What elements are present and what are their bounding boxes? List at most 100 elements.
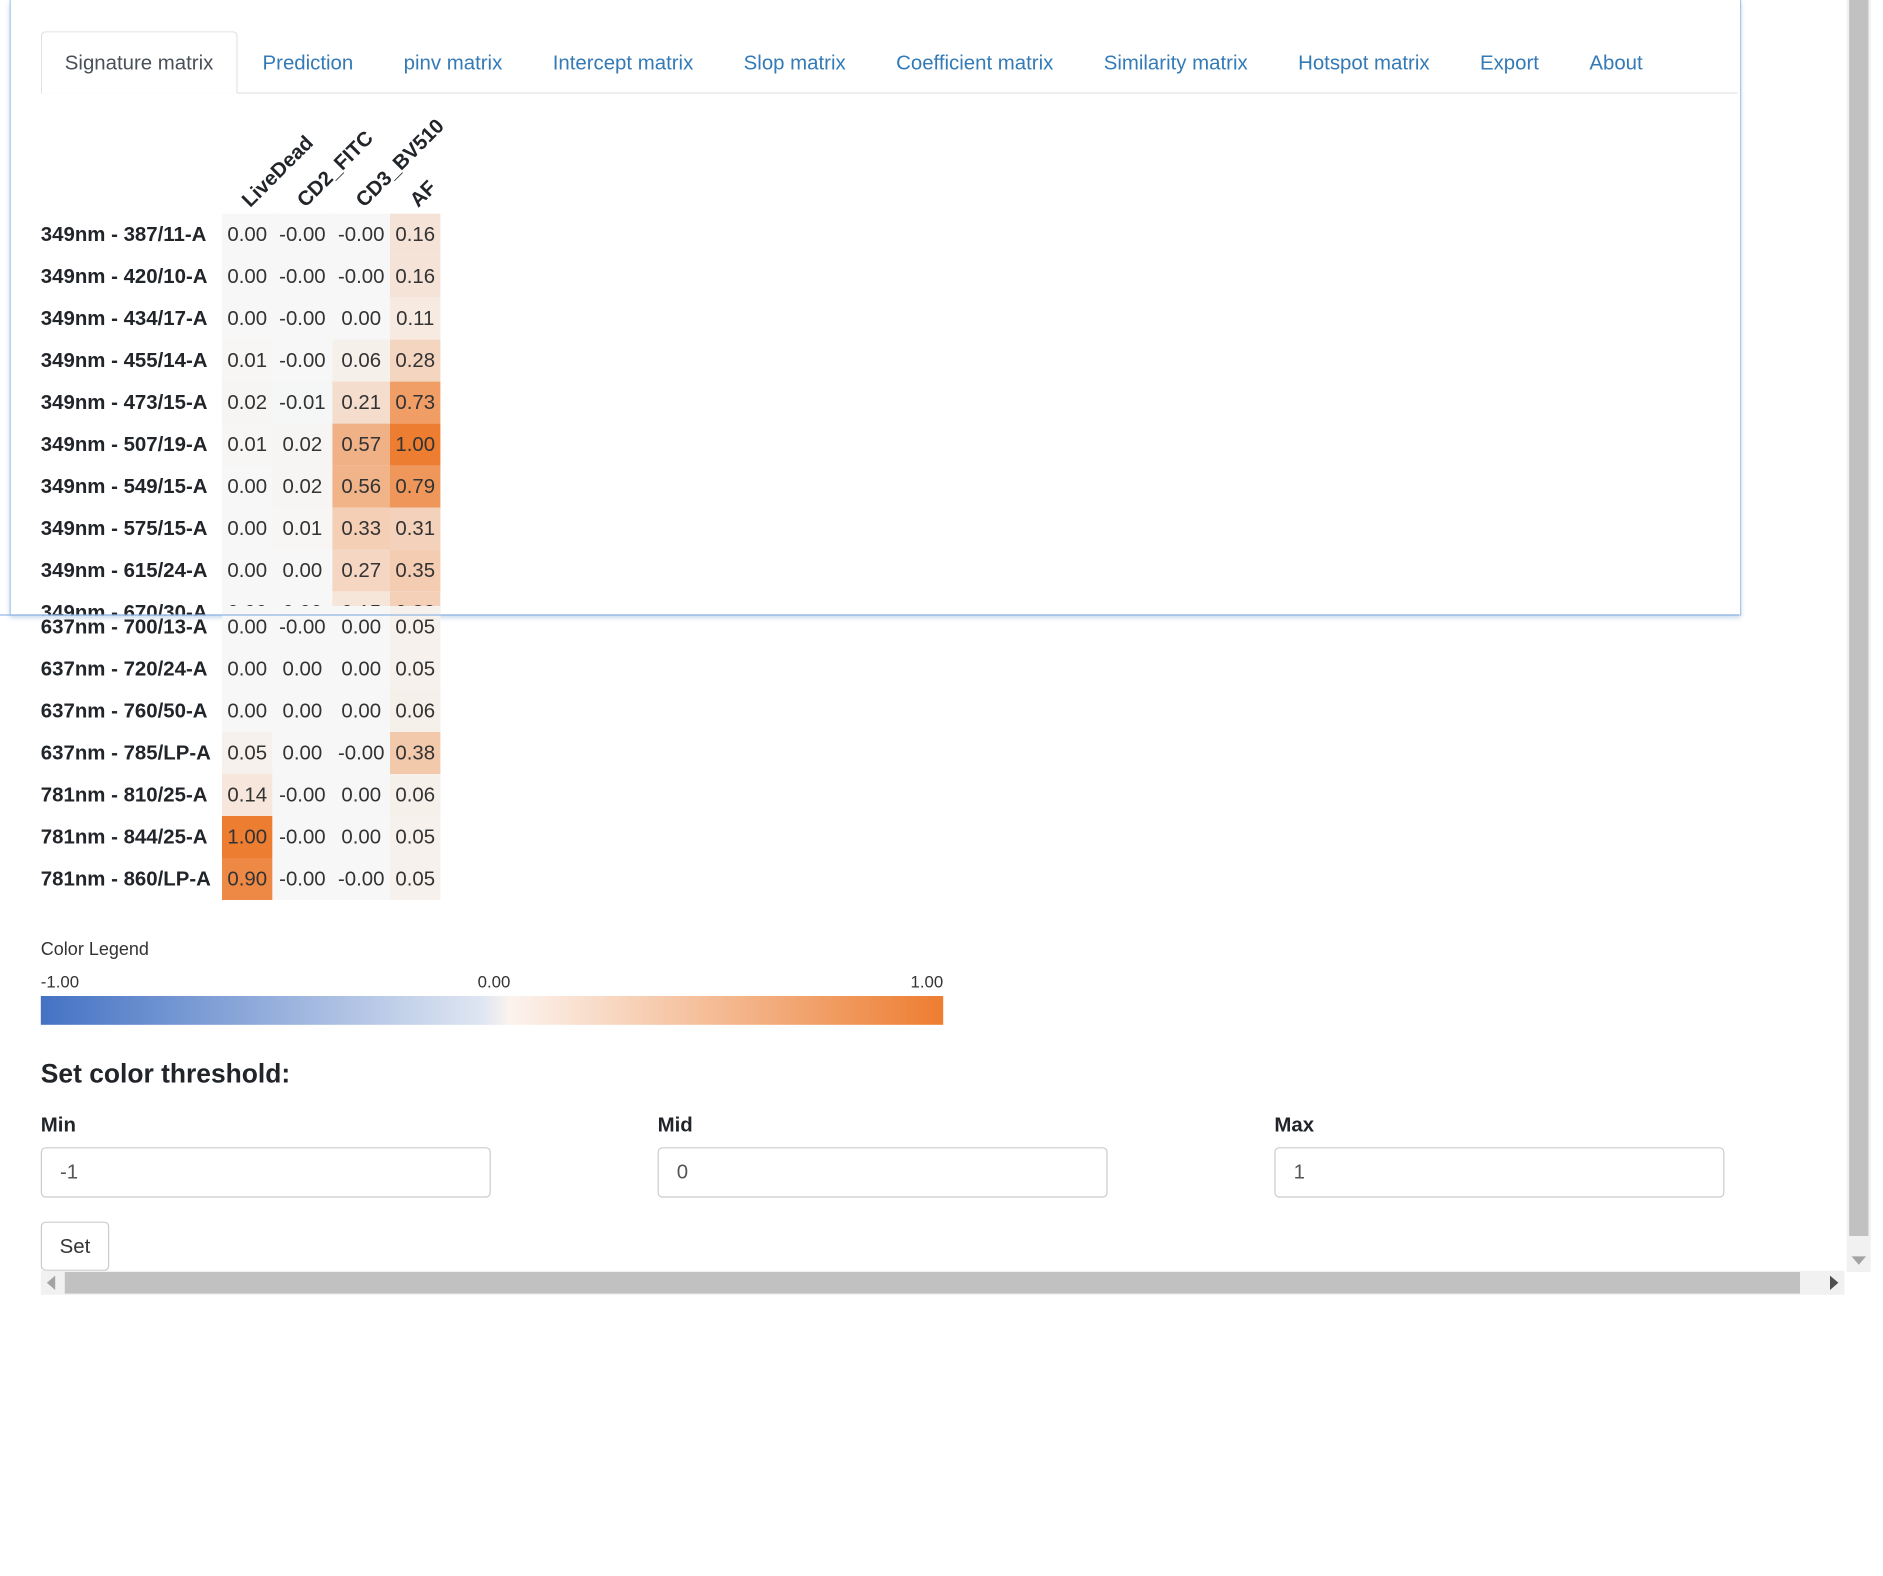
- matrix-cell: 0.02: [272, 465, 333, 508]
- matrix-cell: 0.57: [332, 423, 391, 466]
- matrix-row: 349nm - 507/19-A 0.01 0.02 0.57 1.00: [41, 423, 441, 466]
- tab-similarity-matrix[interactable]: Similarity matrix: [1103, 51, 1248, 75]
- matrix-cell: 0.33: [332, 507, 391, 550]
- row-label: 781nm - 810/25-A: [40, 783, 208, 806]
- vertical-scrollbar[interactable]: [1846, 0, 1871, 1272]
- scroll-down-icon[interactable]: [1851, 1256, 1867, 1265]
- signature-matrix: 349nm - 387/11-A 0.00 -0.00 -0.00 0.16 349nm …: [40, 213, 441, 901]
- row-label: 349nm - 420/10-A: [40, 264, 208, 288]
- matrix-cell: 0.31: [390, 507, 441, 550]
- popup-bottom-edge: [0, 614, 1739, 616]
- tab-bar: Signature matrix Prediction pinv matrix Int…: [40, 31, 1738, 94]
- matrix-cell: 0.79: [390, 465, 441, 508]
- matrix-cell: 0.00: [222, 465, 273, 508]
- legend-title: Color Legend: [40, 939, 149, 961]
- matrix-cell: 0.00: [272, 732, 333, 775]
- matrix-cell: -0.01: [272, 381, 333, 424]
- tab-prediction[interactable]: Prediction: [262, 51, 354, 75]
- matrix-cell: 0.02: [272, 423, 333, 466]
- color-legend-bar: [40, 996, 944, 1025]
- tab-signature-matrix[interactable]: Signature matrix: [40, 31, 238, 94]
- matrix-cell: 0.00: [272, 690, 333, 732]
- matrix-cell: 0.00: [332, 816, 391, 859]
- scroll-left-icon[interactable]: [46, 1275, 56, 1290]
- matrix-cell: 0.28: [390, 339, 441, 382]
- horizontal-scroll-thumb[interactable]: [64, 1272, 1801, 1294]
- max-input[interactable]: [1274, 1147, 1725, 1198]
- tab-intercept-matrix[interactable]: Intercept matrix: [552, 51, 694, 75]
- scroll-right-icon[interactable]: [1830, 1275, 1839, 1290]
- matrix-cell: 0.00: [272, 648, 333, 690]
- matrix-cell: 0.11: [390, 297, 441, 340]
- matrix-cell: -0.00: [272, 858, 333, 901]
- tab-export[interactable]: Export: [1479, 51, 1539, 75]
- row-label: 349nm - 615/24-A: [40, 558, 208, 582]
- matrix-cell: -0.00: [332, 213, 391, 256]
- matrix-cell: -0.00: [272, 213, 333, 256]
- matrix-cell: 0.00: [222, 648, 273, 690]
- matrix-cell: 0.27: [332, 549, 391, 592]
- matrix-cell: 0.38: [390, 732, 441, 775]
- matrix-row: 349nm - 615/24-A 0.00 0.00 0.27 0.35: [40, 549, 441, 592]
- matrix-cell: -0.00: [332, 858, 391, 901]
- matrix-cell: 0.06: [390, 690, 441, 732]
- matrix-row: 349nm - 549/15-A 0.00 0.02 0.56 0.79: [40, 465, 441, 508]
- row-label: 781nm - 860/LP-A: [40, 867, 211, 890]
- matrix-cell: 0.01: [222, 423, 273, 466]
- matrix-cell: 0.00: [222, 255, 273, 298]
- matrix-cell: 0.05: [390, 816, 441, 859]
- row-label: 349nm - 549/15-A: [40, 474, 208, 498]
- matrix-row: 349nm - 420/10-A 0.00 -0.00 -0.00 0.16: [40, 255, 441, 298]
- mid-label: Mid: [657, 1113, 693, 1137]
- matrix-cell: 0.06: [332, 339, 391, 382]
- matrix-cell: 0.00: [272, 549, 333, 592]
- tab-about[interactable]: About: [1589, 51, 1643, 75]
- matrix-cell: 0.00: [222, 213, 273, 256]
- matrix-cell: 0.01: [222, 339, 273, 382]
- matrix-cell: 0.00: [332, 606, 391, 648]
- mid-input[interactable]: [657, 1147, 1108, 1198]
- legend-max-tick: 1.00: [910, 972, 944, 992]
- matrix-cell: 0.00: [222, 297, 273, 340]
- matrix-cell: -0.00: [272, 255, 333, 298]
- matrix-cell: 0.05: [390, 648, 441, 690]
- horizontal-scrollbar[interactable]: [40, 1270, 1845, 1295]
- tab-pinv-matrix[interactable]: pinv matrix: [403, 51, 503, 75]
- min-input[interactable]: [40, 1147, 491, 1198]
- matrix-cell: 0.00: [222, 690, 273, 732]
- vertical-scroll-thumb[interactable]: [1849, 0, 1869, 1236]
- matrix-cell: 0.05: [390, 858, 441, 901]
- tab-hotspot-matrix[interactable]: Hotspot matrix: [1298, 51, 1430, 75]
- matrix-row: 781nm - 860/LP-A 0.90 -0.00 -0.00 0.05: [40, 858, 441, 901]
- matrix-cell: 0.14: [222, 774, 273, 817]
- row-label: 781nm - 844/25-A: [40, 825, 208, 848]
- tab-coefficient-matrix[interactable]: Coefficient matrix: [896, 51, 1054, 75]
- matrix-cell: 0.01: [272, 507, 333, 550]
- matrix-row: 781nm - 810/25-A 0.14 -0.00 0.00 0.06: [40, 774, 441, 817]
- matrix-cell: 0.56: [332, 465, 391, 508]
- matrix-column-headers: LiveDead CD2_FITC CD3_BV510 AF: [222, 113, 450, 215]
- matrix-cell: 1.00: [390, 423, 441, 466]
- set-button[interactable]: Set: [40, 1221, 110, 1271]
- legend-ticks: -1.00 0.00 1.00: [41, 972, 943, 994]
- matrix-cell: 0.05: [222, 732, 273, 775]
- tab-slop-matrix[interactable]: Slop matrix: [743, 51, 846, 75]
- matrix-row: 637nm - 720/24-A 0.00 0.00 0.00 0.05: [41, 648, 441, 690]
- matrix-row: 637nm - 700/13-A 0.00 -0.00 0.00 0.05: [41, 606, 441, 648]
- matrix-cell: 0.00: [332, 774, 391, 817]
- matrix-row: 349nm - 575/15-A 0.00 0.01 0.33 0.31: [41, 507, 441, 550]
- matrix-cell: 0.02: [222, 381, 273, 424]
- matrix-cell: 0.16: [390, 213, 441, 256]
- row-label: 349nm - 434/17-A: [40, 306, 208, 330]
- row-label: 349nm - 387/11-A: [40, 222, 207, 246]
- matrix-cell: -0.00: [272, 816, 333, 859]
- matrix-cell: 0.90: [222, 858, 273, 901]
- matrix-row: 349nm - 387/11-A 0.00 -0.00 -0.00 0.16: [40, 213, 441, 256]
- column-header: AF: [405, 176, 441, 212]
- matrix-cell: -0.00: [272, 339, 333, 382]
- matrix-cell: -0.00: [272, 774, 333, 817]
- legend-min-tick: -1.00: [40, 972, 80, 992]
- matrix-row: 349nm - 473/15-A 0.02 -0.01 0.21 0.73: [41, 381, 441, 424]
- matrix-cell: -0.00: [332, 732, 391, 775]
